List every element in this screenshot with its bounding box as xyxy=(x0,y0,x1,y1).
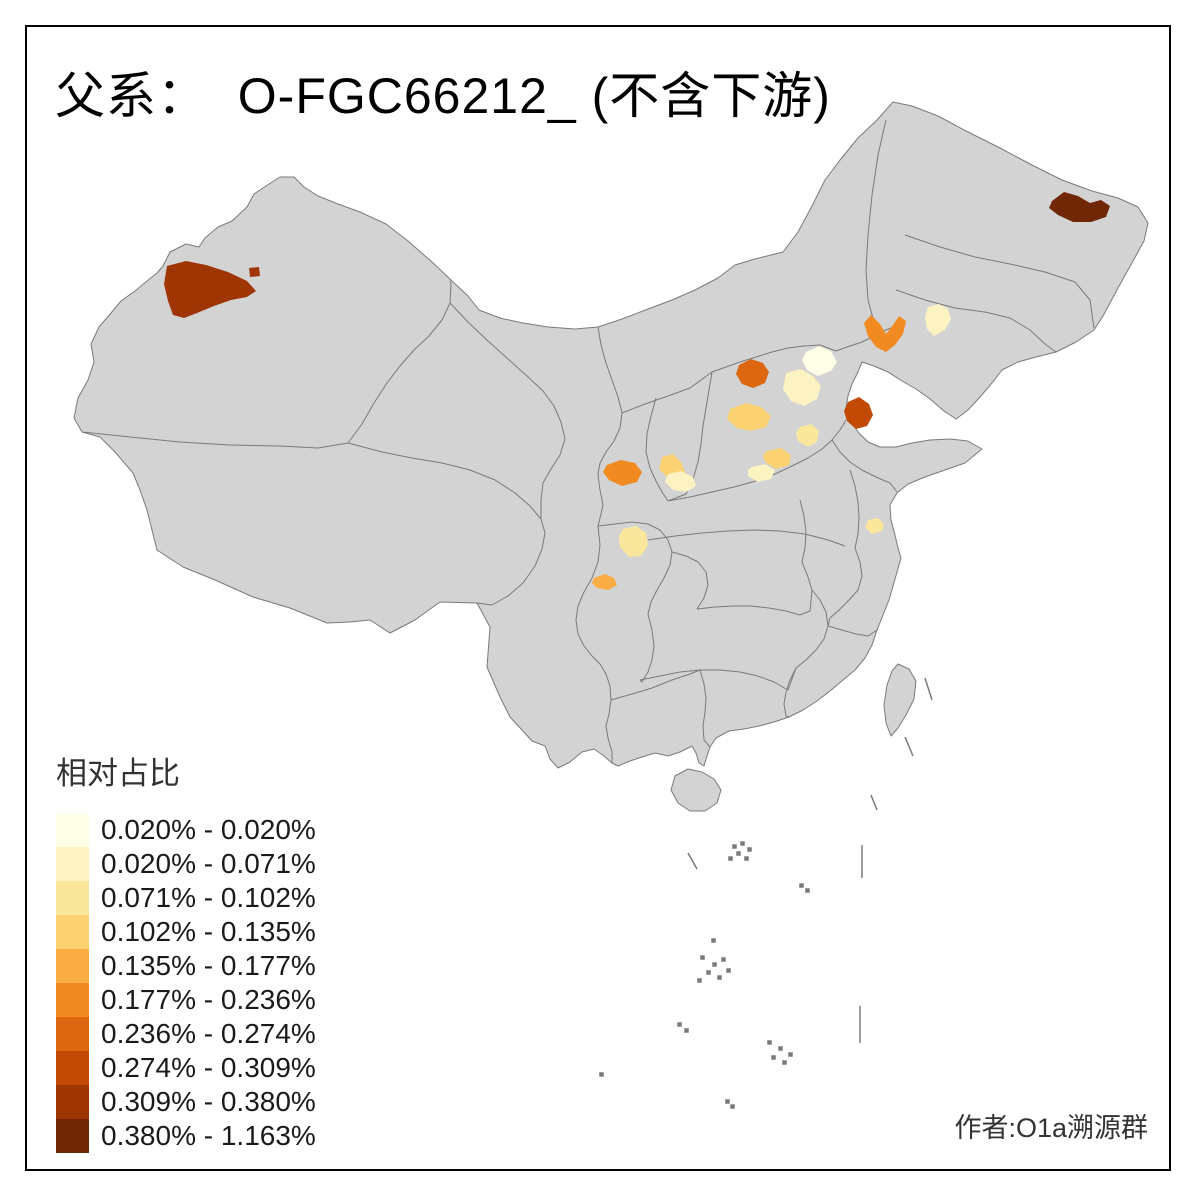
legend-label: 0.102% - 0.135% xyxy=(101,916,316,947)
legend-label: 0.380% - 1.163% xyxy=(101,1120,316,1151)
china-mainland xyxy=(73,101,1149,769)
landmass-group xyxy=(73,101,1149,812)
region-hebei-southwest xyxy=(727,403,771,431)
region-sichuan-central xyxy=(592,574,617,590)
legend-label: 0.274% - 0.309% xyxy=(101,1052,316,1083)
legend-item: 0.177% - 0.236% xyxy=(56,983,396,1017)
legend-item: 0.020% - 0.071% xyxy=(56,847,396,881)
legend-swatch xyxy=(56,847,89,881)
legend-swatch xyxy=(56,983,89,1017)
legend-item: 0.380% - 1.163% xyxy=(56,1119,396,1153)
legend-rows: 0.020% - 0.020% 0.020% - 0.071% 0.071% - 0… xyxy=(56,813,396,1153)
legend-label: 0.135% - 0.177% xyxy=(101,950,316,981)
legend-item: 0.236% - 0.274% xyxy=(56,1017,396,1051)
legend-item: 0.102% - 0.135% xyxy=(56,915,396,949)
author-credit: 作者:O1a溯源群 xyxy=(954,1113,1148,1143)
region-jiangsu-north xyxy=(865,518,884,534)
region-hebei-south xyxy=(796,424,819,447)
legend-item: 0.020% - 0.020% xyxy=(56,813,396,847)
legend-label: 0.177% - 0.236% xyxy=(101,984,316,1015)
region-henan-north xyxy=(748,464,775,482)
highlighted-regions xyxy=(164,192,1110,590)
region-xinjiang-west-exclave xyxy=(249,267,260,277)
region-hebei-northwest xyxy=(736,359,769,388)
legend-swatch xyxy=(56,915,89,949)
region-heilongjiang-east xyxy=(1049,192,1110,222)
legend-item: 0.135% - 0.177% xyxy=(56,949,396,983)
region-liaoning-east xyxy=(925,304,951,336)
legend-title: 相对占比 xyxy=(56,756,180,791)
legend-label: 0.236% - 0.274% xyxy=(101,1018,316,1049)
legend-label: 0.020% - 0.071% xyxy=(101,848,316,879)
region-shanxi-southwest xyxy=(665,471,696,492)
legend: 相对占比 0.020% - 0.020% 0.020% - 0.071% 0.071… xyxy=(56,748,396,1153)
legend-swatch xyxy=(56,1119,89,1153)
region-beijing xyxy=(802,346,837,376)
region-xinjiang-west xyxy=(164,261,256,318)
page-title: 父系： O-FGC66212_ (不含下游) xyxy=(55,68,831,124)
legend-label: 0.020% - 0.020% xyxy=(101,814,316,845)
legend-swatch xyxy=(56,813,89,847)
legend-label: 0.071% - 0.102% xyxy=(101,882,316,913)
region-hebei-handan xyxy=(763,448,791,469)
region-shaanxi-central xyxy=(603,460,642,486)
region-sichuan-north xyxy=(619,526,648,557)
region-hebei-central xyxy=(783,369,821,406)
south-china-sea-islands xyxy=(599,677,933,1109)
legend-item: 0.309% - 0.380% xyxy=(56,1085,396,1119)
legend-label: 0.309% - 0.380% xyxy=(101,1086,316,1117)
legend-swatch xyxy=(56,881,89,915)
legend-item: 0.274% - 0.309% xyxy=(56,1051,396,1085)
legend-swatch xyxy=(56,1085,89,1119)
region-liaoning-west xyxy=(864,315,906,352)
legend-swatch xyxy=(56,949,89,983)
legend-item: 0.071% - 0.102% xyxy=(56,881,396,915)
legend-swatch xyxy=(56,1051,89,1085)
hainan-island xyxy=(670,768,722,812)
taiwan-island xyxy=(883,663,917,737)
region-bohai-coast xyxy=(844,397,873,429)
legend-swatch xyxy=(56,1017,89,1051)
